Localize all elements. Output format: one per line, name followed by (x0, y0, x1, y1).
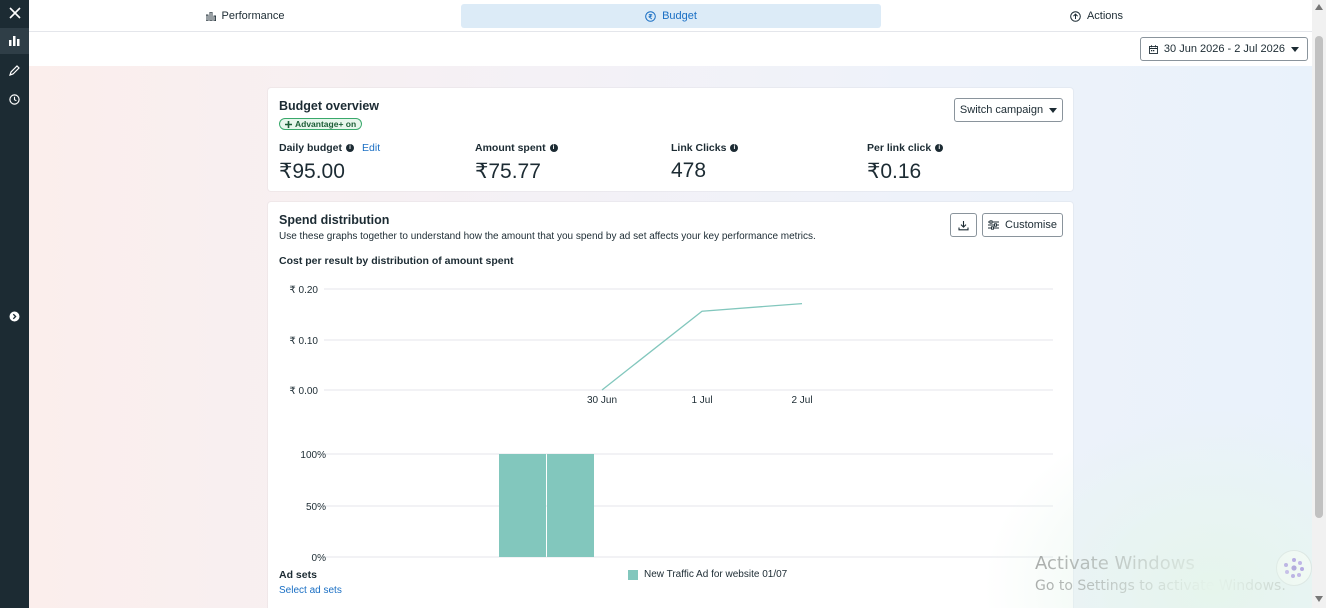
customise-button[interactable]: Customise (982, 213, 1063, 237)
download-icon (958, 220, 969, 230)
chevron-right-icon[interactable] (0, 303, 29, 329)
info-icon[interactable]: i (730, 144, 739, 152)
metric-daily-budget: Daily budget i Edit ₹95.00 (279, 142, 380, 184)
x-tick-label: 2 Jul (791, 395, 812, 406)
y-tick-label: ₹ 0.00 (289, 386, 318, 397)
legend-swatch (628, 569, 638, 580)
switch-campaign-label: Switch campaign (959, 104, 1044, 116)
plus-sparkle-icon (285, 120, 292, 128)
date-bar: 30 Jun 2026 - 2 Jul 2026 (29, 32, 1312, 66)
y-tick-label: 100% (300, 450, 326, 461)
spend-distribution-title: Spend distribution (279, 213, 390, 227)
series-line (601, 302, 803, 391)
tab-performance[interactable]: Performance (29, 4, 461, 28)
sparkle-icon (1284, 558, 1304, 578)
rupee-circle-icon (645, 10, 656, 22)
date-range-label: 30 Jun 2026 - 2 Jul 2026 (1163, 43, 1285, 55)
y-tick-label: ₹ 0.10 (289, 336, 318, 347)
ad-sets-label: Ad sets (279, 569, 317, 581)
assistant-button[interactable] (1276, 550, 1312, 586)
x-tick-label: 1 Jul (691, 395, 712, 406)
date-range-picker[interactable]: 30 Jun 2026 - 2 Jul 2026 (1139, 37, 1308, 61)
bar (547, 454, 594, 557)
metric-value: 478 (671, 159, 707, 182)
metric-value: ₹0.16 (867, 160, 922, 183)
tab-budget[interactable]: Budget (461, 4, 881, 28)
tab-actions[interactable]: Actions (881, 4, 1312, 28)
legend-label: New Traffic Ad for website 01/07 (644, 569, 788, 580)
clock-icon[interactable] (0, 86, 29, 112)
caret-down-icon (1291, 46, 1299, 52)
pencil-icon[interactable] (0, 57, 29, 83)
y-tick-label: 0% (312, 553, 327, 564)
activation-watermark-title: Activate Windows (1035, 553, 1195, 574)
spend-distribution-bar-chart: 100% 50% 0% (300, 450, 1053, 564)
scroll-down-icon[interactable] (1315, 596, 1323, 602)
metric-label: Daily budget (279, 142, 343, 154)
y-tick-label: 50% (306, 502, 326, 513)
bar-chart-icon (205, 11, 216, 21)
x-tick-label: 30 Jun (587, 395, 617, 406)
scroll-thumb[interactable] (1315, 36, 1323, 518)
calendar-icon (1148, 44, 1158, 54)
edit-budget-link[interactable]: Edit (362, 142, 381, 154)
tab-performance-label: Performance (221, 10, 285, 22)
budget-overview-card: Budget overview Advantage+ on Switch cam… (268, 88, 1073, 191)
metric-label: Per link click (867, 142, 932, 154)
info-icon[interactable]: i (549, 144, 558, 152)
download-button[interactable] (950, 213, 977, 237)
activation-watermark-subtitle: Go to Settings to activate Windows. (1035, 578, 1286, 594)
left-rail (0, 0, 29, 608)
advantage-badge: Advantage+ on (279, 118, 363, 130)
scroll-up-icon[interactable] (1315, 4, 1323, 10)
sliders-icon (988, 220, 1000, 230)
chart-title: Cost per result by distribution of amoun… (279, 255, 514, 267)
arrow-up-circle-icon (1070, 10, 1081, 22)
budget-overview-title: Budget overview (279, 99, 380, 113)
info-icon[interactable]: i (346, 144, 355, 152)
y-tick-label: ₹ 0.20 (289, 285, 318, 296)
close-icon[interactable] (0, 0, 29, 26)
bar (499, 454, 546, 557)
cost-per-result-line-chart: ₹ 0.20 ₹ 0.10 ₹ 0.00 30 Jun 1 Jul 2 Jul (289, 285, 1053, 406)
metric-amount-spent: Amount spent i ₹75.77 (475, 142, 558, 184)
scrollbar[interactable] (1312, 0, 1326, 608)
info-icon[interactable]: i (935, 144, 944, 152)
main-content: Budget overview Advantage+ on Switch cam… (29, 66, 1312, 608)
select-ad-sets-link[interactable]: Select ad sets (279, 585, 342, 596)
metric-label: Amount spent (475, 142, 546, 154)
caret-down-icon (1049, 107, 1058, 113)
spend-distribution-card: Spend distribution Use these graphs toge… (268, 202, 1073, 608)
spend-description: Use these graphs together to understand … (279, 231, 816, 242)
advantage-badge-label: Advantage+ on (295, 119, 357, 129)
metric-link-clicks: Link Clicks i 478 (671, 142, 739, 183)
tab-budget-label: Budget (662, 10, 697, 22)
metric-value: ₹95.00 (279, 160, 345, 183)
bar-group (499, 454, 594, 557)
bar-chart-icon[interactable] (0, 28, 29, 54)
tab-actions-label: Actions (1086, 10, 1124, 22)
top-navigation: Performance Budget Actions (29, 0, 1312, 32)
customise-label: Customise (1005, 219, 1057, 231)
metric-per-link-click: Per link click i ₹0.16 (867, 142, 944, 184)
metric-value: ₹75.77 (475, 160, 541, 183)
chart-legend: New Traffic Ad for website 01/07 (628, 569, 787, 580)
switch-campaign-button[interactable]: Switch campaign (954, 98, 1063, 122)
metric-label: Link Clicks (671, 142, 727, 154)
